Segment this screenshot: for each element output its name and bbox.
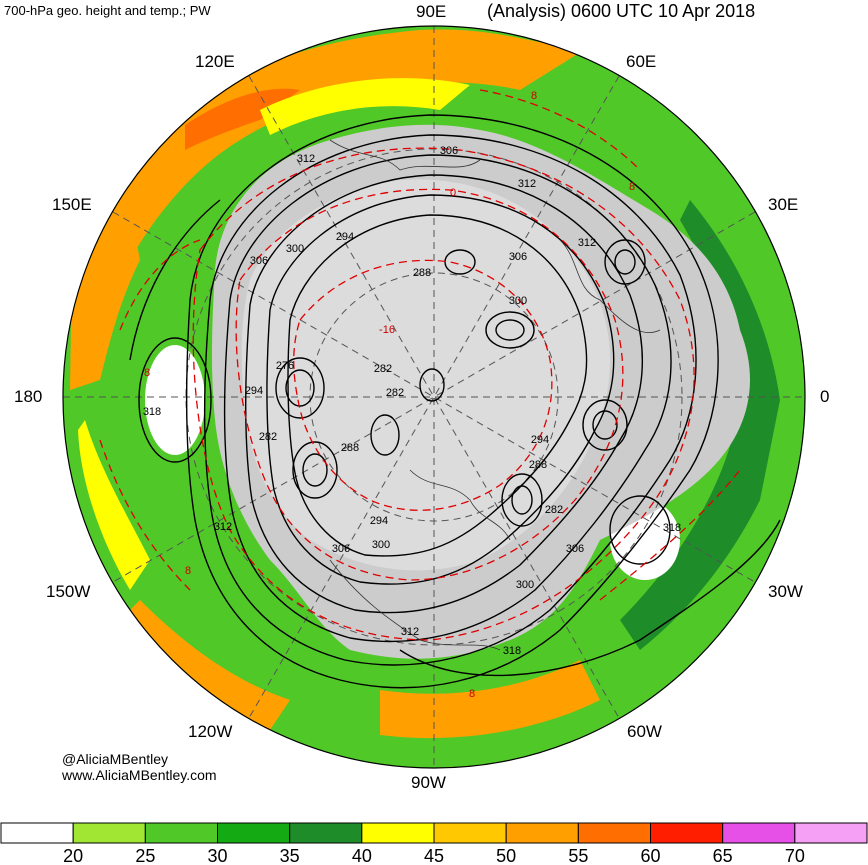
temp-label: 8 <box>629 181 635 193</box>
contour-labels: 306 312 312 300 294 306 288 306 312 300 … <box>143 145 681 657</box>
temp-label: -16 <box>379 324 395 336</box>
colorbar-swatch <box>0 822 74 844</box>
left-title: 700-hPa geo. height and temp.; PW <box>4 3 211 18</box>
temperature-contours <box>99 89 741 641</box>
pw-shading-orange-s <box>380 660 600 739</box>
credit-site: www.AliciaMBentley.com <box>62 767 217 783</box>
colorbar-swatch <box>433 822 507 844</box>
contour-label: 294 <box>336 231 354 243</box>
contour-label: 282 <box>386 387 404 399</box>
contour-label: 312 <box>518 178 536 190</box>
temp-label: 0 <box>450 187 456 199</box>
colorbar-swatch <box>144 822 218 844</box>
contour-label: 294 <box>245 385 263 397</box>
contour-label: 318 <box>663 522 681 534</box>
colorbar-label: 35 <box>280 846 300 865</box>
coastlines <box>329 139 661 651</box>
lon-label-30e: 30E <box>768 195 799 214</box>
contour-label: 318 <box>143 406 161 418</box>
contour-label: 300 <box>509 295 527 307</box>
lon-label-60e: 60E <box>626 52 657 71</box>
lon-label-60w: 60W <box>627 722 662 741</box>
credit-handle: @AliciaMBentley <box>62 751 169 767</box>
contour-label: 300 <box>516 579 534 591</box>
colorbar-label: 50 <box>496 846 516 865</box>
lon-label-90e: 90E <box>416 2 447 21</box>
lon-label-30w: 30W <box>768 582 803 601</box>
pw-shading-yellow-n <box>260 78 470 135</box>
contour-label: 306 <box>440 145 458 157</box>
temp-label: 8 <box>531 90 537 102</box>
temp-label: 8 <box>469 688 475 700</box>
colorbar-swatch <box>577 822 651 844</box>
temp-label: 8 <box>185 565 191 577</box>
contour-label: 306 <box>509 251 527 263</box>
colorbar-label: 60 <box>640 846 660 865</box>
height-contours <box>129 114 781 689</box>
contour-label: 300 <box>372 539 390 551</box>
contour-label: 306 <box>332 543 350 555</box>
contour-label: 288 <box>413 267 431 279</box>
colorbar-swatch <box>722 822 796 844</box>
pw-shading-dark-green-e <box>620 200 780 650</box>
contour-label: 318 <box>503 645 521 657</box>
temp-label: 8 <box>144 367 150 379</box>
contour-label: 282 <box>259 431 277 443</box>
contour-label: 312 <box>578 237 596 249</box>
contour-label: 288 <box>341 442 359 454</box>
lon-label-180: 180 <box>14 387 43 406</box>
pw-shading-yellow-w <box>78 420 150 590</box>
contour-label: 288 <box>529 459 547 471</box>
lon-label-150w: 150W <box>46 582 91 601</box>
contour-label: 294 <box>370 515 388 527</box>
colorbar-label: 30 <box>207 846 227 865</box>
colorbar-label: 25 <box>135 846 155 865</box>
colorbar-swatch <box>794 822 868 844</box>
pw-shading-orange-sw <box>120 600 290 730</box>
contour-label: 282 <box>374 363 392 375</box>
map-border <box>62 25 806 769</box>
contour-label: 306 <box>566 543 584 555</box>
lon-label-120e: 120E <box>195 52 235 71</box>
colorbar-label: 55 <box>568 846 588 865</box>
right-title: (Analysis) 0600 UTC 10 Apr 2018 <box>487 1 756 21</box>
colorbar-swatch <box>289 822 363 844</box>
contour-label: 300 <box>286 243 304 255</box>
pw-shading-orange-nw <box>90 29 600 301</box>
colorbar-swatch <box>505 822 579 844</box>
contour-label: 294 <box>531 434 549 446</box>
colorbar-label: 70 <box>785 846 805 865</box>
contour-label: 312 <box>214 521 232 533</box>
colorbar-swatch <box>217 822 291 844</box>
colorbar-swatch <box>650 822 724 844</box>
temperature-labels: -16 0 8 8 8 8 8 <box>144 90 635 700</box>
colorbar-swatch <box>361 822 435 844</box>
lon-label-0: 0 <box>820 387 830 406</box>
contour-label: 312 <box>401 626 419 638</box>
colorbar: 20 25 30 35 40 45 50 55 60 65 70 <box>0 822 868 865</box>
colorbar-swatch <box>72 822 146 844</box>
colorbar-label: 65 <box>713 846 733 865</box>
pw-shading-white-pacific <box>145 345 205 455</box>
colorbar-label: 40 <box>352 846 372 865</box>
contour-label: 276 <box>276 360 294 372</box>
contour-label: 282 <box>545 504 563 516</box>
contour-label: 306 <box>250 255 268 267</box>
lon-label-150e: 150E <box>52 195 92 214</box>
lon-label-90w: 90W <box>411 773 446 792</box>
pw-shading-red-nw <box>185 88 300 150</box>
contour-label: 312 <box>297 153 315 165</box>
colorbar-label: 20 <box>63 846 83 865</box>
lon-label-120w: 120W <box>188 722 233 741</box>
colorbar-label: 45 <box>424 846 444 865</box>
